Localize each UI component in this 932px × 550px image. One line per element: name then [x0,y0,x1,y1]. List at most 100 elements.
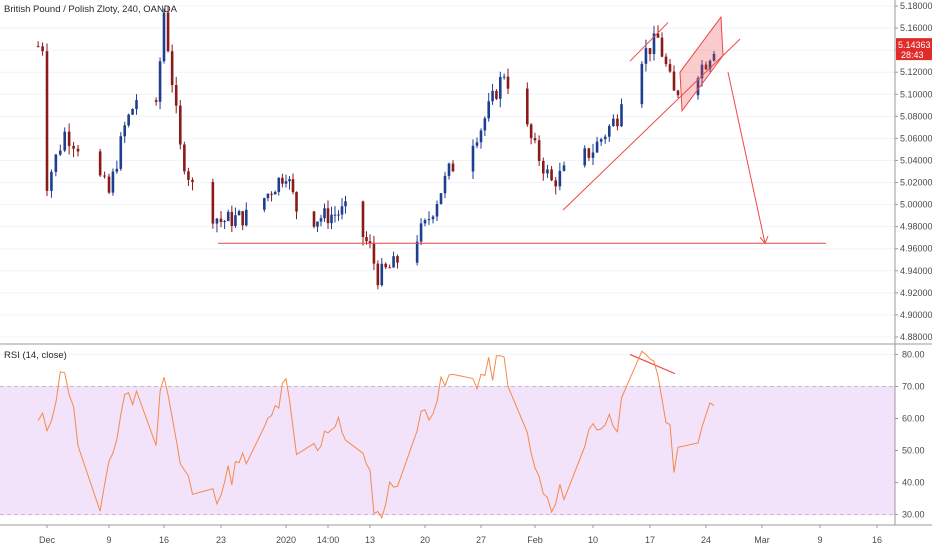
candle-body [498,76,502,99]
candle-body [76,148,80,152]
rsi-line [37,350,715,520]
candle-body [443,175,447,194]
candle-body [376,263,380,286]
candle-body [558,170,562,187]
candle-body [215,218,219,224]
candle-body [50,171,53,191]
rsi-axis-ticks: 80.00 70.00 60.00 50.00 40.00 30.00 [895,349,925,520]
candle-body [384,263,388,268]
time-tick-label: 2020 [276,535,296,545]
time-tick-label: Feb [527,535,543,545]
candle-body [226,211,230,222]
channel-upper-line [629,22,669,62]
candle-body [281,177,284,184]
candle-body [183,144,186,172]
candle-body [415,241,419,263]
candle-body [599,139,603,142]
rsi-tick-label: 50.00 [902,446,925,456]
candle-body [554,180,558,187]
candle-body [36,46,40,48]
candle-body [63,131,67,151]
candle-body [230,211,234,226]
candle-body [423,220,427,224]
candle-body [660,37,664,57]
candle-body [330,214,333,224]
candle-body [273,191,277,195]
candle-body [323,208,326,219]
time-tick-label: 20 [420,535,430,545]
candle-body [583,148,587,166]
drawings [218,15,826,375]
candle-body [158,61,162,102]
candle-body [447,163,451,176]
candle-body [541,160,545,174]
candle-body [127,114,130,126]
candle-body [550,169,553,181]
time-tick-label: 27 [476,535,486,545]
candle-body [562,165,566,171]
candle-body [241,211,244,226]
candle-body [174,85,178,106]
price-tick-label: 5.00000 [900,200,932,210]
price-tick-label: 4.98000 [900,222,932,232]
candle-body [427,219,431,221]
candle-body [41,46,44,52]
candle-body [700,64,704,79]
projection-arrowhead [759,236,769,245]
rsi-tick-label: 60.00 [902,413,925,423]
candle-body [483,118,487,131]
price-tag: 5.14363 28:43 [896,38,932,61]
price-tick-label: 5.06000 [900,133,932,143]
candle-body [712,53,716,61]
candle-body [664,56,668,65]
candle-body [652,33,656,54]
candle-body [98,151,102,176]
candle-body [495,90,498,99]
candle-body [337,214,340,216]
candle-body [187,171,190,180]
candle-body [529,124,533,139]
candle-body [115,168,119,172]
candle-body [644,48,648,64]
candle-body [612,118,615,126]
candle-body [676,90,680,96]
candle-body [491,90,494,102]
channel-lower-line [562,38,741,211]
candle-body [475,142,479,146]
price-tick-label: 4.88000 [900,332,932,342]
candle-body [607,125,611,137]
axes [0,0,932,526]
candle-body [388,267,391,269]
candle-body [546,169,549,174]
candle-body [103,175,106,177]
candle-body [266,193,270,199]
price-tick-label: 5.12000 [900,67,932,77]
candle-body [237,211,241,216]
candle-body [525,88,529,125]
candle-body [704,64,708,70]
candle-body [223,221,226,223]
price-tick-label: 5.18000 [900,1,932,11]
rsi-divergence-line [629,353,676,375]
rsi-band [0,386,895,515]
price-tick-label: 5.10000 [900,89,932,99]
price-tick-label: 5.16000 [900,23,932,33]
price-tag-price: 5.14363 [898,40,931,50]
time-tick-label: 10 [588,535,598,545]
candle-body [533,138,537,141]
candle-body [340,206,344,215]
candle-body [211,181,215,224]
price-tick-label: 5.02000 [900,178,932,188]
candle-body [451,163,455,172]
candle-body [72,145,75,149]
candle-body [479,130,483,143]
time-tick-label: 9 [817,535,822,545]
candle-body [277,177,281,192]
candle-body [291,179,295,193]
time-tick-label: Dec [39,535,56,545]
rsi-tick-label: 40.00 [902,478,925,488]
candle-body [439,193,443,205]
time-tick-label: 16 [159,535,169,545]
candle-body [58,150,62,155]
